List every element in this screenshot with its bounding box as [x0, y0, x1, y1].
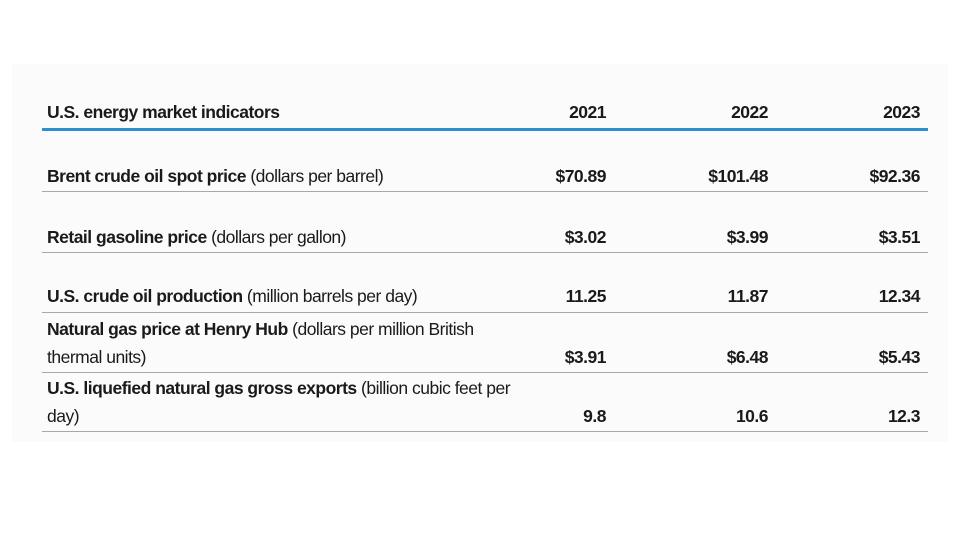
value-2022: 10.6 [735, 406, 769, 426]
indicator-unit: (dollars per barrel) [245, 166, 384, 186]
table-row-gasoline-price: Retail gasoline price (dollars per gallo… [42, 192, 928, 253]
energy-indicators-table: U.S. energy market indicators 2021 2022 … [42, 94, 928, 432]
value-2021: $70.89 [555, 166, 606, 186]
table-row-henry-hub-price: Natural gas price at Henry Hub (dollars … [42, 313, 928, 373]
year-header-2021: 2021 [569, 102, 606, 122]
table-row-brent-price: Brent crude oil spot price (dollars per … [42, 131, 928, 192]
row-label: Retail gasoline price (dollars per gallo… [47, 223, 347, 251]
row-label: Brent crude oil spot price (dollars per … [47, 162, 384, 190]
value-2023: 12.34 [878, 286, 921, 306]
year-header-2023: 2023 [883, 102, 920, 122]
row-label: Natural gas price at Henry Hub (dollars … [47, 315, 517, 371]
value-2023: 12.3 [887, 406, 921, 426]
value-2021: $3.02 [564, 227, 607, 247]
value-2022: 11.87 [727, 286, 769, 306]
value-2022: $6.48 [726, 347, 769, 367]
value-2021: $3.91 [564, 347, 607, 367]
value-2021: 11.25 [565, 286, 607, 306]
row-label: U.S. crude oil production (million barre… [47, 282, 418, 310]
row-label: U.S. liquefied natural gas gross exports… [47, 374, 517, 430]
indicator-unit: (dollars per million British thermal uni… [47, 319, 474, 367]
table-row-crude-production: U.S. crude oil production (million barre… [42, 253, 928, 313]
year-header-2022: 2022 [731, 102, 768, 122]
table-background-panel [12, 64, 948, 442]
indicator-name: Brent crude oil spot price [47, 166, 246, 186]
value-2023: $3.51 [878, 227, 921, 247]
table-title: U.S. energy market indicators [47, 102, 280, 122]
indicator-unit: (dollars per gallon) [206, 227, 346, 247]
value-2023: $92.36 [869, 166, 920, 186]
indicator-name: U.S. liquefied natural gas gross exports [47, 378, 357, 398]
indicator-unit: (billion cubic feet per day) [47, 378, 511, 426]
indicator-name: Natural gas price at Henry Hub [47, 319, 288, 339]
value-2022: $101.48 [708, 166, 768, 186]
value-2021: 9.8 [583, 406, 606, 426]
table-row-lng-exports: U.S. liquefied natural gas gross exports… [42, 373, 928, 432]
indicator-name: Retail gasoline price [47, 227, 207, 247]
indicator-unit: (million barrels per day) [242, 286, 418, 306]
indicator-name: U.S. crude oil production [47, 286, 243, 306]
table-header-row: U.S. energy market indicators 2021 2022 … [42, 94, 928, 131]
value-2023: $5.43 [878, 347, 921, 367]
value-2022: $3.99 [726, 227, 769, 247]
